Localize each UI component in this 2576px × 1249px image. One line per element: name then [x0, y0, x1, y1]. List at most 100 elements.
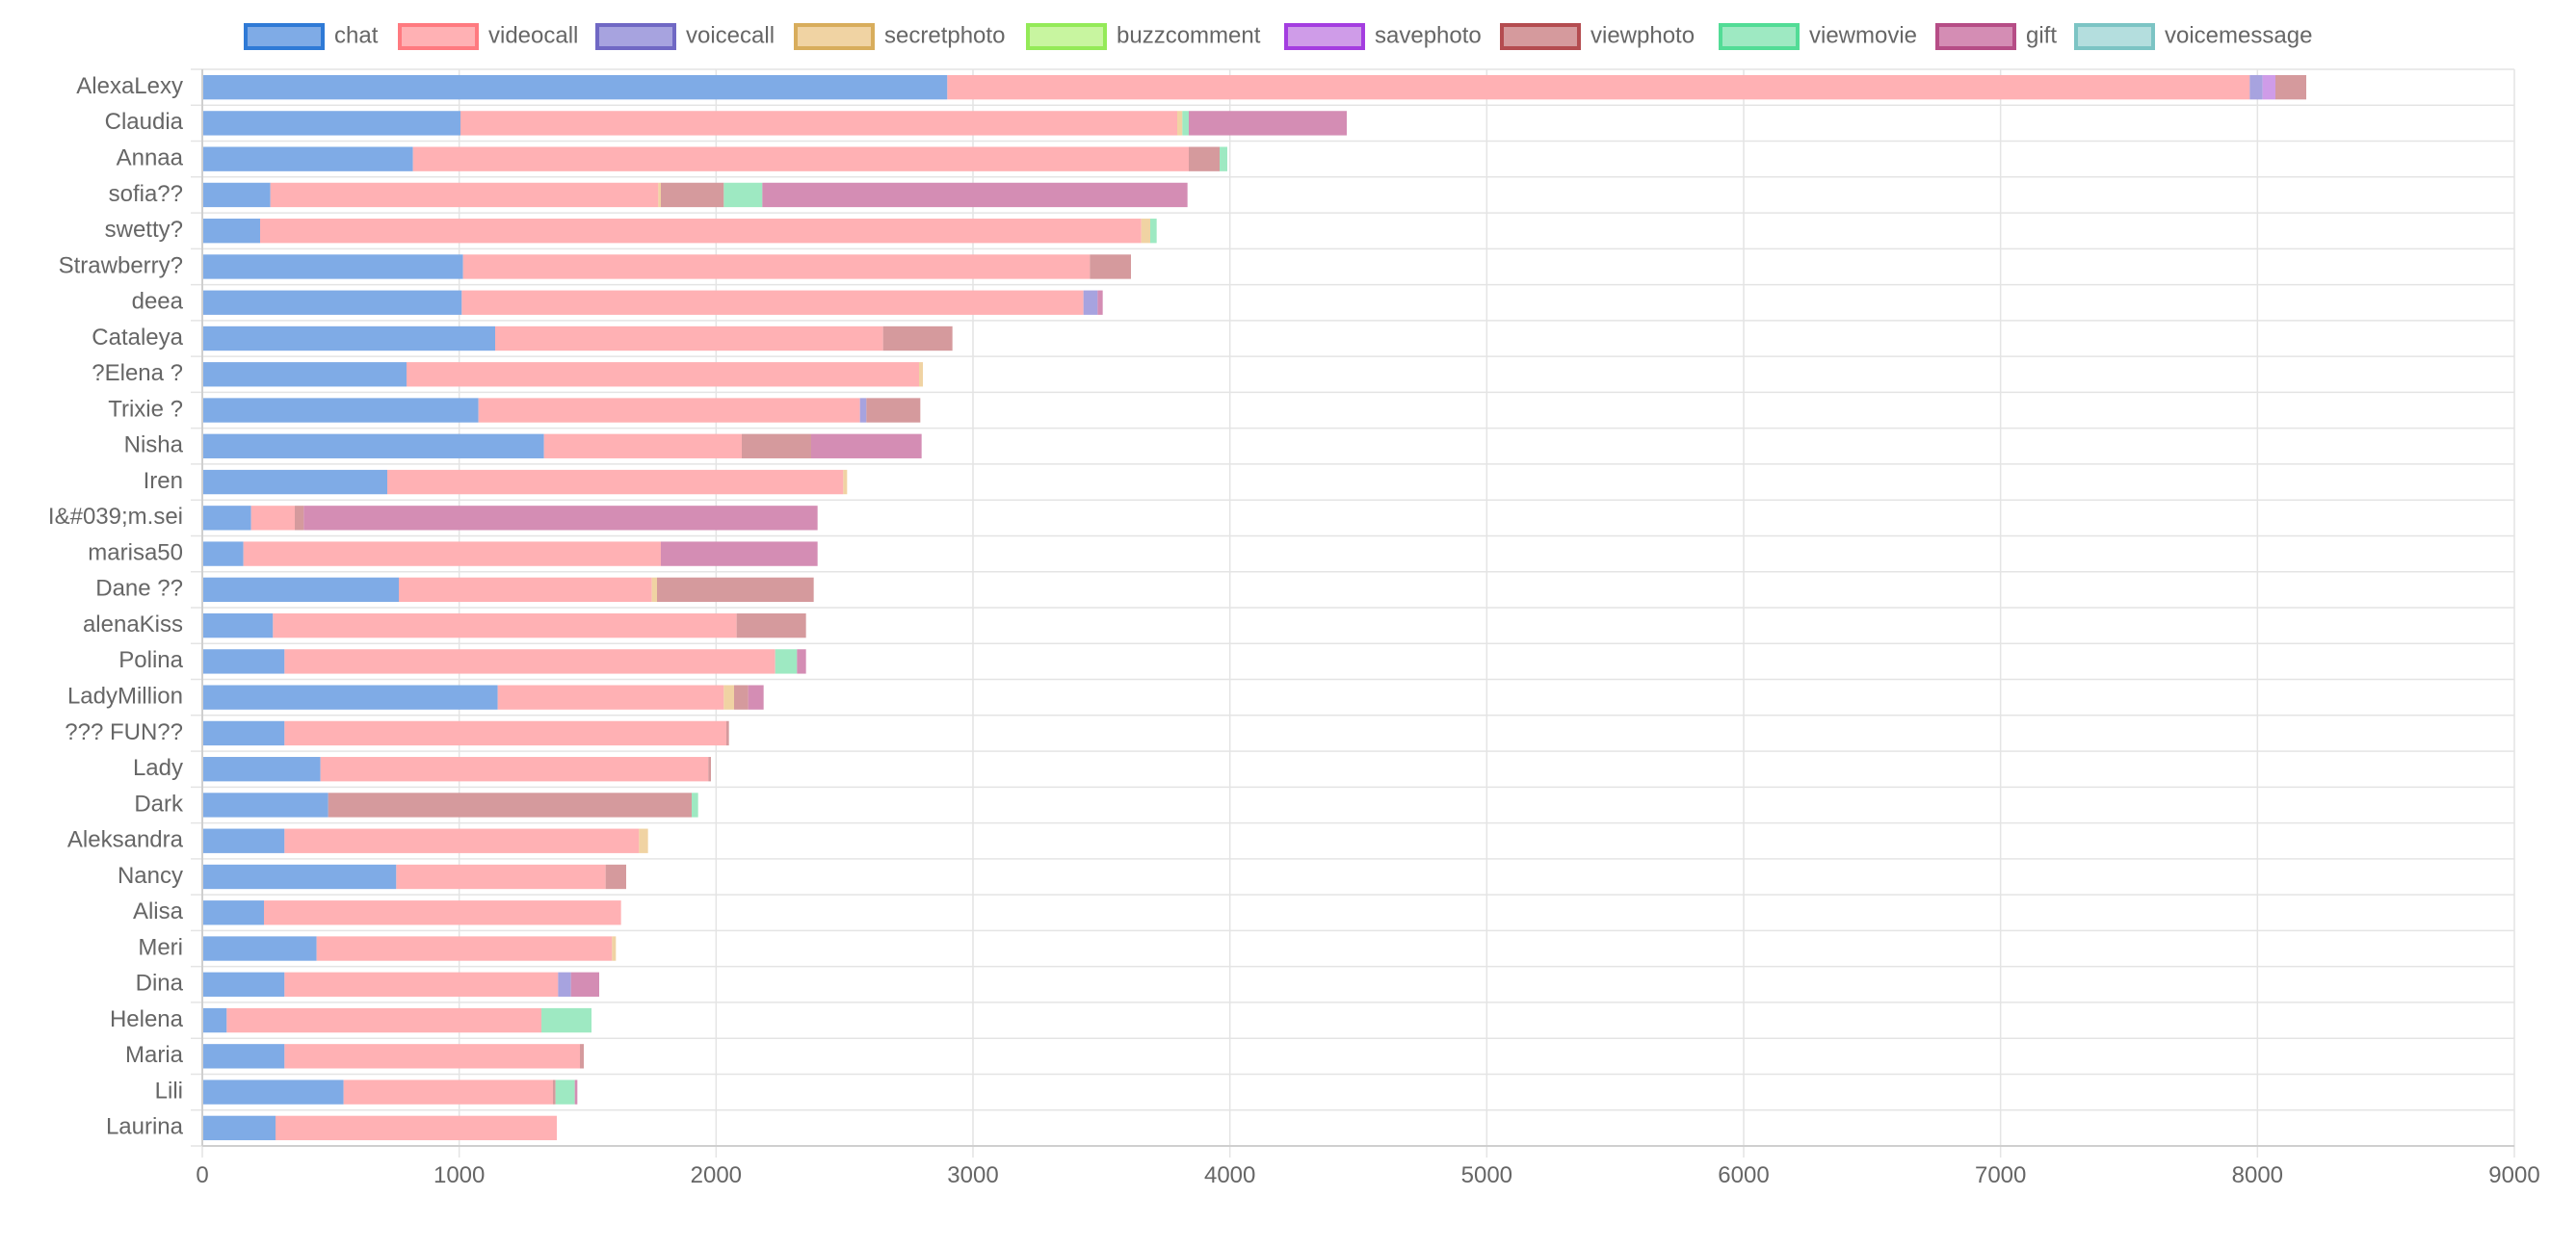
- bar-viewmovie-swetty[interactable]: [1150, 219, 1157, 244]
- bar-videocall-helena[interactable]: [226, 1007, 542, 1033]
- bar-secretphoto-iren[interactable]: [843, 469, 848, 495]
- bar-chat-lady[interactable]: [202, 757, 321, 782]
- legend-label-secretphoto[interactable]: secretphoto: [884, 22, 1005, 48]
- bar-videocall-elena[interactable]: [407, 362, 919, 387]
- legend-swatch-buzzcomment[interactable]: [1026, 23, 1107, 50]
- bar-viewphoto-annaa[interactable]: [1189, 146, 1220, 171]
- bar-viewphoto-i-039-m-sei[interactable]: [295, 506, 304, 531]
- bar-videocall-polina[interactable]: [284, 649, 775, 674]
- bar-videocall-marisa50[interactable]: [243, 541, 661, 566]
- bar-videocall-dane[interactable]: [399, 577, 652, 603]
- bar-videocall-sofia[interactable]: [270, 182, 659, 208]
- bar-chat-alexalexy[interactable]: [202, 74, 948, 100]
- bar-viewphoto-lady[interactable]: [708, 757, 711, 782]
- bar-gift-deea[interactable]: [1097, 290, 1103, 315]
- legend-swatch-gift[interactable]: [1935, 23, 2016, 50]
- bar-videocall-lady[interactable]: [320, 757, 709, 782]
- bar-gift-sofia[interactable]: [762, 182, 1188, 208]
- bar-chat-claudia[interactable]: [202, 111, 460, 136]
- legend-label-voicecall[interactable]: voicecall: [686, 22, 775, 48]
- bar-videocall-cataleya[interactable]: [495, 325, 883, 351]
- bar-gift-dina[interactable]: [570, 972, 599, 997]
- bar-viewmovie-sofia[interactable]: [723, 182, 763, 208]
- bar-videocall-deea[interactable]: [461, 290, 1084, 315]
- legend-swatch-viewphoto[interactable]: [1500, 23, 1581, 50]
- legend-swatch-voicemessage[interactable]: [2074, 23, 2155, 50]
- bar-viewmovie-helena[interactable]: [541, 1007, 591, 1033]
- legend-swatch-videocall[interactable]: [398, 23, 479, 50]
- bar-chat-polina[interactable]: [202, 649, 285, 674]
- legend-swatch-viewmovie[interactable]: [1719, 23, 1800, 50]
- bar-chat-swetty[interactable]: [202, 219, 260, 244]
- bar-viewphoto-maria[interactable]: [580, 1044, 584, 1069]
- bar-chat-annaa[interactable]: [202, 146, 413, 171]
- bar-viewphoto-cataleya[interactable]: [882, 325, 953, 351]
- bar-chat-trixie[interactable]: [202, 398, 479, 423]
- bar-viewphoto-lili[interactable]: [553, 1080, 556, 1105]
- bar-viewmovie-annaa[interactable]: [1220, 146, 1227, 171]
- bar-videocall-nancy[interactable]: [396, 864, 606, 890]
- bar-viewphoto-nancy[interactable]: [605, 864, 626, 890]
- bar-videocall-alexalexy[interactable]: [947, 74, 2250, 100]
- bar-viewphoto-alenakiss[interactable]: [736, 612, 806, 638]
- bar-videocall-claudia[interactable]: [460, 111, 1177, 136]
- legend-label-videocall[interactable]: videocall: [488, 22, 578, 48]
- bar-chat-alisa[interactable]: [202, 900, 264, 925]
- bar-gift-ladymillion[interactable]: [748, 685, 764, 710]
- bar-gift-claudia[interactable]: [1189, 111, 1347, 136]
- bar-videocall-maria[interactable]: [284, 1044, 580, 1069]
- legend-label-voicemessage[interactable]: voicemessage: [2165, 22, 2312, 48]
- bar-chat-marisa50[interactable]: [202, 541, 244, 566]
- bar-gift-nisha[interactable]: [811, 433, 922, 458]
- bar-secretphoto-aleksandra[interactable]: [639, 828, 648, 853]
- legend-label-gift[interactable]: gift: [2026, 22, 2057, 48]
- bar-voicecall-dina[interactable]: [558, 972, 571, 997]
- bar-chat-dina[interactable]: [202, 972, 285, 997]
- bar-voicecall-trixie[interactable]: [859, 398, 867, 423]
- legend-label-viewmovie[interactable]: viewmovie: [1809, 22, 1917, 48]
- bar-chat-dane[interactable]: [202, 577, 399, 603]
- bar-chat-maria[interactable]: [202, 1044, 285, 1069]
- bar-videocall-trixie[interactable]: [478, 398, 860, 423]
- bar-chat-elena[interactable]: [202, 362, 407, 387]
- bar-videocall-strawberry[interactable]: [462, 254, 1091, 279]
- bar-chat-ladymillion[interactable]: [202, 685, 498, 710]
- legend-label-chat[interactable]: chat: [334, 22, 379, 48]
- bar-secretphoto-sofia[interactable]: [658, 182, 661, 208]
- bar-viewphoto-dark[interactable]: [328, 793, 692, 818]
- bar-savephoto-alexalexy[interactable]: [2262, 74, 2275, 100]
- bar-videocall-i-039-m-sei[interactable]: [250, 506, 295, 531]
- bar-viewphoto-nisha[interactable]: [742, 433, 811, 458]
- bar-chat-meri[interactable]: [202, 936, 317, 961]
- bar-chat-strawberry[interactable]: [202, 254, 463, 279]
- bar-chat-nancy[interactable]: [202, 864, 397, 890]
- bar-viewphoto-strawberry[interactable]: [1090, 254, 1131, 279]
- bar-videocall-dina[interactable]: [284, 972, 559, 997]
- bar-viewmovie-lili[interactable]: [555, 1080, 575, 1105]
- bar-videocall-aleksandra[interactable]: [284, 828, 640, 853]
- bar-secretphoto-ladymillion[interactable]: [723, 685, 734, 710]
- bar-chat-lili[interactable]: [202, 1080, 344, 1105]
- bar-viewphoto-fun[interactable]: [726, 720, 729, 746]
- bar-chat-sofia[interactable]: [202, 182, 271, 208]
- bar-chat-laurina[interactable]: [202, 1115, 276, 1141]
- bar-videocall-nisha[interactable]: [543, 433, 742, 458]
- bar-gift-lili[interactable]: [574, 1080, 578, 1105]
- bar-viewphoto-trixie[interactable]: [866, 398, 921, 423]
- bar-secretphoto-elena[interactable]: [919, 362, 923, 387]
- bar-videocall-fun[interactable]: [284, 720, 726, 746]
- bar-viewmovie-claudia[interactable]: [1182, 111, 1189, 136]
- bar-chat-nisha[interactable]: [202, 433, 544, 458]
- bar-viewphoto-alexalexy[interactable]: [2275, 74, 2306, 100]
- legend-swatch-voicecall[interactable]: [595, 23, 676, 50]
- bar-secretphoto-meri[interactable]: [612, 936, 617, 961]
- bar-chat-fun[interactable]: [202, 720, 285, 746]
- bar-chat-cataleya[interactable]: [202, 325, 495, 351]
- legend-label-savephoto[interactable]: savephoto: [1375, 22, 1482, 48]
- bar-voicecall-alexalexy[interactable]: [2249, 74, 2263, 100]
- bar-videocall-laurina[interactable]: [276, 1115, 557, 1141]
- bar-secretphoto-claudia[interactable]: [1177, 111, 1183, 136]
- bar-viewphoto-ladymillion[interactable]: [734, 685, 749, 710]
- bar-voicecall-deea[interactable]: [1083, 290, 1098, 315]
- bar-videocall-annaa[interactable]: [412, 146, 1190, 171]
